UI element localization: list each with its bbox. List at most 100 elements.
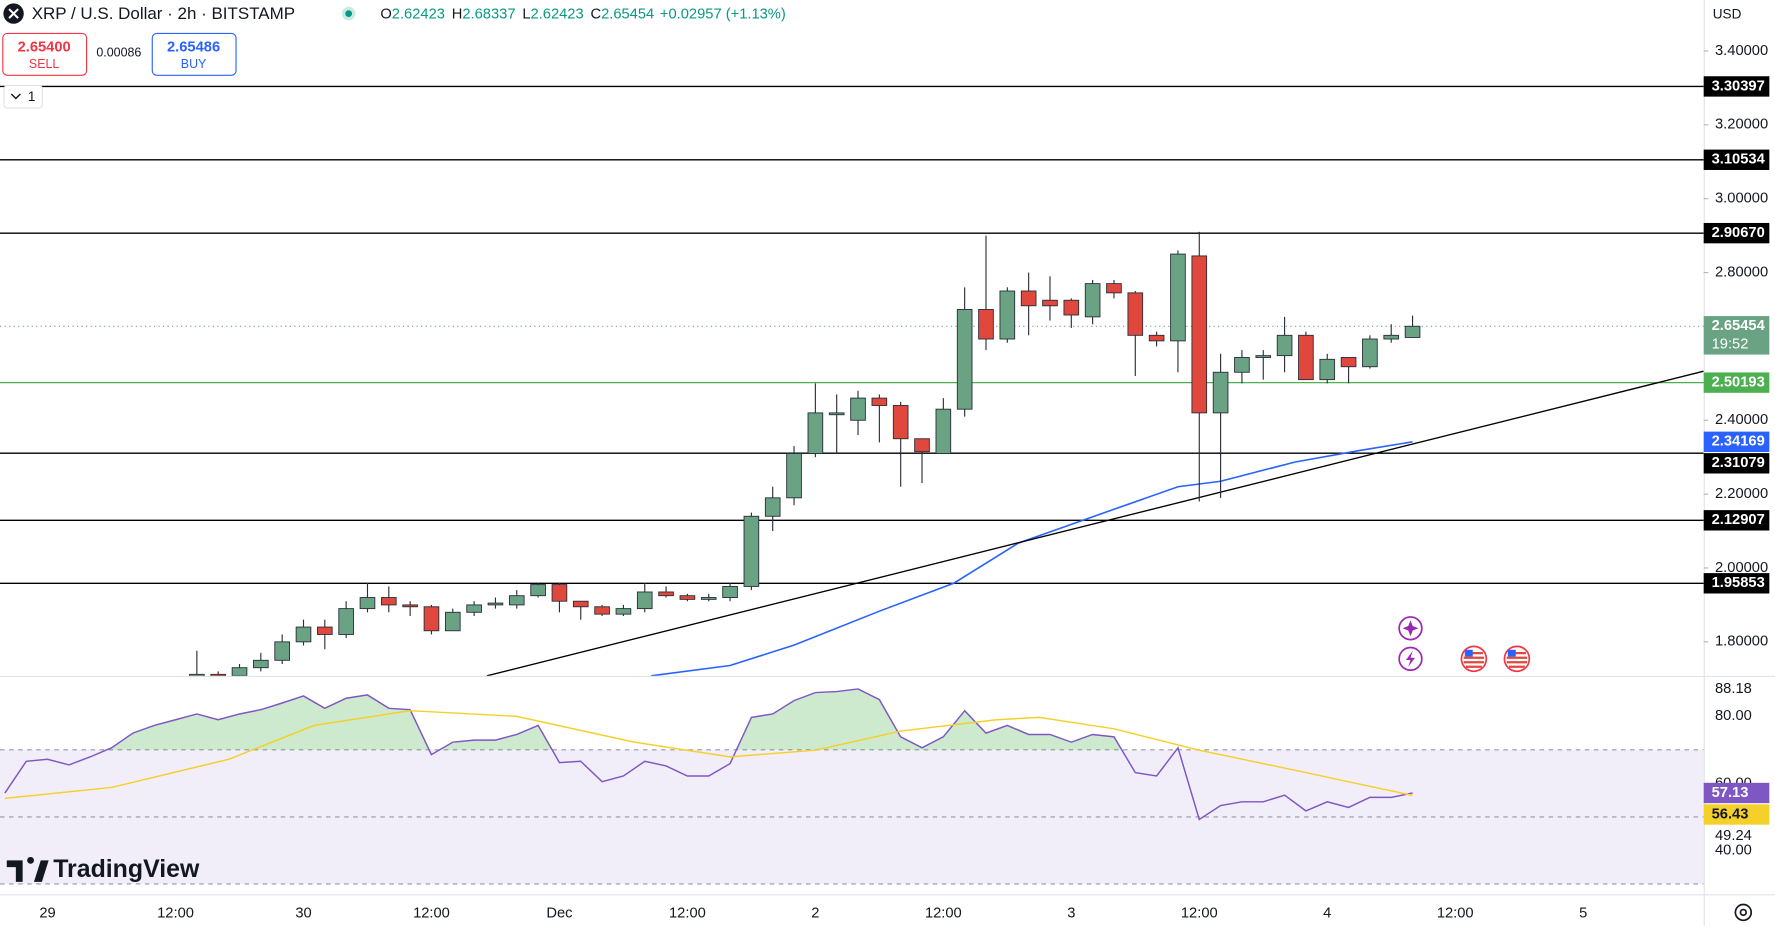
candle-body xyxy=(1084,283,1101,318)
ohlc-value: 2.65454 xyxy=(601,7,654,23)
candle-body xyxy=(1191,255,1208,414)
buy-label[interactable]: BUY xyxy=(181,57,207,71)
y-tick-label: 1.80000 xyxy=(1715,634,1768,650)
candle-body xyxy=(722,585,738,598)
candle-body xyxy=(786,453,802,499)
candle-body xyxy=(807,412,824,454)
candle-body xyxy=(764,497,781,517)
price-badge xyxy=(1703,510,1770,531)
event-icon-bolt xyxy=(1405,650,1416,667)
trend-line xyxy=(486,370,1704,676)
symbol-icon-mark xyxy=(8,8,19,19)
flag-canton xyxy=(1507,649,1516,657)
ohlc-values: O2.62423 H2.68337 L2.62423 C2.65454 +0.02957… xyxy=(380,7,785,23)
x-tick-label: 30 xyxy=(295,905,311,921)
indicator-count[interactable]: 1 xyxy=(28,89,36,104)
x-tick-label: 12:00 xyxy=(1437,905,1474,921)
overbought-fill xyxy=(4,688,1413,750)
candle-body xyxy=(1170,253,1186,342)
settings-icon-core xyxy=(1739,908,1747,917)
ohlc-label: L xyxy=(522,7,530,23)
candle-body xyxy=(1127,292,1144,336)
x-tick-label: 12:00 xyxy=(925,905,962,921)
y-tick-label: 2.00000 xyxy=(1715,560,1768,576)
candle-body xyxy=(487,602,504,606)
candle-body xyxy=(1042,299,1058,307)
moving-average xyxy=(651,441,1413,676)
candle-body xyxy=(658,591,674,597)
countdown: 19:52 xyxy=(1712,336,1749,352)
flag-stripes xyxy=(1506,652,1528,668)
candle-body xyxy=(466,604,482,613)
x-tick-label: 29 xyxy=(39,905,55,921)
candle-body xyxy=(189,673,205,676)
event-icon-star xyxy=(1402,620,1419,637)
sell-button[interactable] xyxy=(2,32,88,76)
price-pane xyxy=(0,85,1704,676)
y-tick-label: 2.20000 xyxy=(1715,486,1768,502)
price-badge-label: 3.30397 xyxy=(1712,78,1765,94)
us-event-flag[interactable] xyxy=(1503,645,1531,673)
candle-body xyxy=(935,408,952,454)
price-badge xyxy=(1703,782,1770,804)
candle-body xyxy=(999,290,1016,340)
price-badge-label: 57.13 xyxy=(1712,785,1749,801)
sell-price[interactable]: 2.65400 xyxy=(18,39,71,55)
candle-body xyxy=(274,641,290,661)
candle-body xyxy=(615,608,632,615)
price-badge xyxy=(1703,316,1770,355)
candle-body xyxy=(508,595,525,606)
symbol-title: XRP / U.S. Dollar · 2h · BITSTAMP xyxy=(32,4,295,23)
scale-label: 88.18 xyxy=(1715,681,1752,697)
candle-body xyxy=(1298,334,1314,381)
ohlc-value: 2.62423 xyxy=(392,7,445,23)
buy-price[interactable]: 2.65486 xyxy=(167,39,220,55)
settings-button[interactable] xyxy=(1734,903,1753,922)
y-tick-label: 3.20000 xyxy=(1715,117,1768,133)
price-badge xyxy=(1703,804,1770,825)
indicator-toggle[interactable] xyxy=(3,84,44,109)
price-badge-label: 3.10534 xyxy=(1712,152,1766,168)
candle-body xyxy=(1020,290,1037,307)
candle-body xyxy=(1106,283,1122,294)
us-event-flag[interactable] xyxy=(1460,645,1488,673)
candle-body xyxy=(572,600,589,608)
ohlc-label: H xyxy=(452,7,463,23)
candle-body xyxy=(530,584,546,597)
currency[interactable]: USD xyxy=(1713,6,1742,21)
x-tick-label: 5 xyxy=(1579,905,1587,921)
candle-body xyxy=(1276,334,1293,357)
candle-body xyxy=(1212,371,1229,414)
candle-body xyxy=(1148,334,1165,342)
candle-body xyxy=(1255,355,1272,358)
price-badge-label: 1.95853 xyxy=(1712,575,1765,591)
rsi-pane xyxy=(0,688,1704,885)
price-badge xyxy=(1703,573,1770,594)
price-badge xyxy=(1703,431,1770,452)
candle-body xyxy=(871,397,888,406)
candle-body xyxy=(956,309,973,410)
ohlc-label: C xyxy=(590,7,601,23)
market-status-dot xyxy=(345,10,353,17)
candle-body xyxy=(551,584,568,602)
candle-body xyxy=(743,515,760,587)
scale-label: 49.24 xyxy=(1715,828,1752,844)
logo-mark xyxy=(6,856,49,882)
price-badge-label: 2.12907 xyxy=(1712,512,1765,528)
buy-button[interactable] xyxy=(151,32,237,76)
candle-body xyxy=(423,606,440,632)
sell-label[interactable]: SELL xyxy=(29,57,60,71)
x-tick-label: 3 xyxy=(1067,905,1075,921)
y-tick-label: 2.80000 xyxy=(1715,264,1768,280)
x-tick-label: 12 xyxy=(1703,905,1719,921)
rsi-tick-label: 80.00 xyxy=(1715,708,1752,724)
price-scale: 3.40000 3.20000 3.00000 2.80000 2.40000 2.200… xyxy=(1703,43,1770,858)
price-badge-label: 2.34169 xyxy=(1712,434,1765,450)
logo-text: TradingView xyxy=(53,855,200,883)
candle-body xyxy=(892,405,909,440)
rsi-average xyxy=(4,709,1413,800)
ohlc-value: 2.68337 xyxy=(462,7,515,23)
candle-body xyxy=(295,626,312,643)
